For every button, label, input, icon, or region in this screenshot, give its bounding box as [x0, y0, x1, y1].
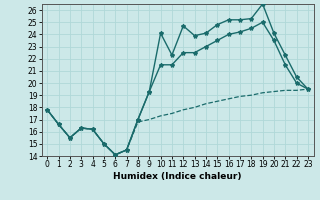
- X-axis label: Humidex (Indice chaleur): Humidex (Indice chaleur): [113, 172, 242, 181]
